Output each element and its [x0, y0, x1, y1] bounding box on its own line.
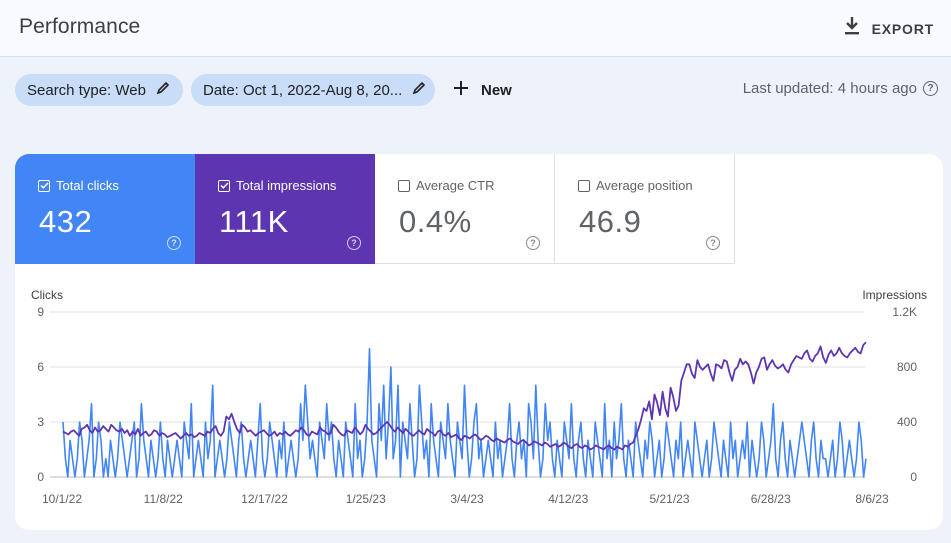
left-tick-label: 0: [37, 470, 44, 484]
x-tick-label: 5/21/23: [649, 492, 689, 506]
metric-value: 111K: [219, 204, 289, 239]
metric-card-average-ctr[interactable]: Average CTR 0.4% ?: [375, 154, 555, 264]
help-icon[interactable]: ?: [923, 81, 938, 96]
left-tick-label: 9: [37, 305, 44, 319]
search-type-label: Search type: Web: [27, 81, 146, 99]
clicks-series-line: [62, 347, 867, 478]
performance-panel: Total clicks 432 ? Total impressions 111…: [15, 154, 943, 530]
page-title: Performance: [19, 15, 141, 38]
metric-card-average-position[interactable]: Average position 46.9 ?: [555, 154, 735, 264]
performance-chart[interactable]: Clicks Impressions 9 6 3 0 1.2K 800 400 0 10/1/22 1…: [15, 154, 943, 530]
help-icon[interactable]: ?: [347, 236, 361, 250]
metric-label-row: Total clicks: [38, 178, 119, 193]
metric-value: 46.9: [579, 204, 642, 239]
metric-value: 0.4%: [399, 204, 472, 239]
metric-value: 432: [39, 204, 93, 239]
right-tick-label: 0: [910, 470, 917, 484]
x-tick-label: 6/28/23: [751, 492, 791, 506]
right-axis-label: Impressions: [862, 288, 927, 302]
new-label: New: [481, 81, 512, 99]
search-type-filter-chip[interactable]: Search type: Web: [15, 74, 183, 106]
metric-label: Total clicks: [56, 178, 119, 193]
date-label: Date: Oct 1, 2022-Aug 8, 20...: [203, 81, 403, 99]
pencil-icon[interactable]: [156, 81, 170, 99]
checkbox-icon[interactable]: [38, 179, 50, 192]
checkbox-icon[interactable]: [398, 179, 410, 192]
right-tick-label: 400: [897, 415, 917, 429]
help-icon[interactable]: ?: [167, 236, 181, 250]
metric-label-row: Total impressions: [218, 178, 336, 193]
last-updated: Last updated: 4 hours ago ?: [743, 80, 938, 97]
help-icon[interactable]: ?: [706, 236, 720, 250]
metric-label: Average position: [596, 178, 693, 193]
x-tick-label: 1/25/23: [346, 492, 386, 506]
export-button[interactable]: EXPORT: [843, 16, 934, 41]
last-updated-text: Last updated: 4 hours ago: [742, 80, 917, 97]
help-icon[interactable]: ?: [526, 236, 540, 250]
metric-card-total-impressions[interactable]: Total impressions 111K ?: [195, 154, 375, 264]
metric-label-row: Average CTR: [398, 178, 495, 193]
x-tick-label: 3/4/23: [450, 492, 484, 506]
left-tick-label: 3: [37, 415, 44, 429]
checkbox-icon[interactable]: [218, 179, 230, 192]
metric-label: Total impressions: [236, 178, 337, 193]
left-tick-label: 6: [37, 360, 44, 374]
right-tick-label: 800: [897, 360, 917, 374]
date-filter-chip[interactable]: Date: Oct 1, 2022-Aug 8, 20...: [191, 74, 435, 106]
right-tick-label: 1.2K: [892, 305, 917, 319]
page-header: Performance EXPORT: [0, 0, 951, 57]
checkbox-icon[interactable]: [578, 179, 590, 192]
new-filter-button[interactable]: New: [453, 78, 512, 102]
plus-icon: [453, 80, 469, 100]
pencil-icon[interactable]: [412, 81, 426, 99]
left-axis-label: Clicks: [31, 288, 63, 302]
x-tick-label: 10/1/22: [42, 492, 82, 506]
impressions-series-line: [62, 341, 867, 451]
metric-card-total-clicks[interactable]: Total clicks 432 ?: [15, 154, 195, 264]
x-tick-label: 12/17/22: [241, 492, 288, 506]
metric-label: Average CTR: [416, 178, 495, 193]
export-label: EXPORT: [871, 20, 934, 37]
x-tick-label: 11/8/22: [144, 492, 183, 506]
metric-label-row: Average position: [578, 178, 693, 193]
download-icon: [843, 16, 861, 41]
x-tick-label: 4/12/23: [548, 492, 588, 506]
x-tick-label: 8/6/23: [855, 492, 889, 506]
